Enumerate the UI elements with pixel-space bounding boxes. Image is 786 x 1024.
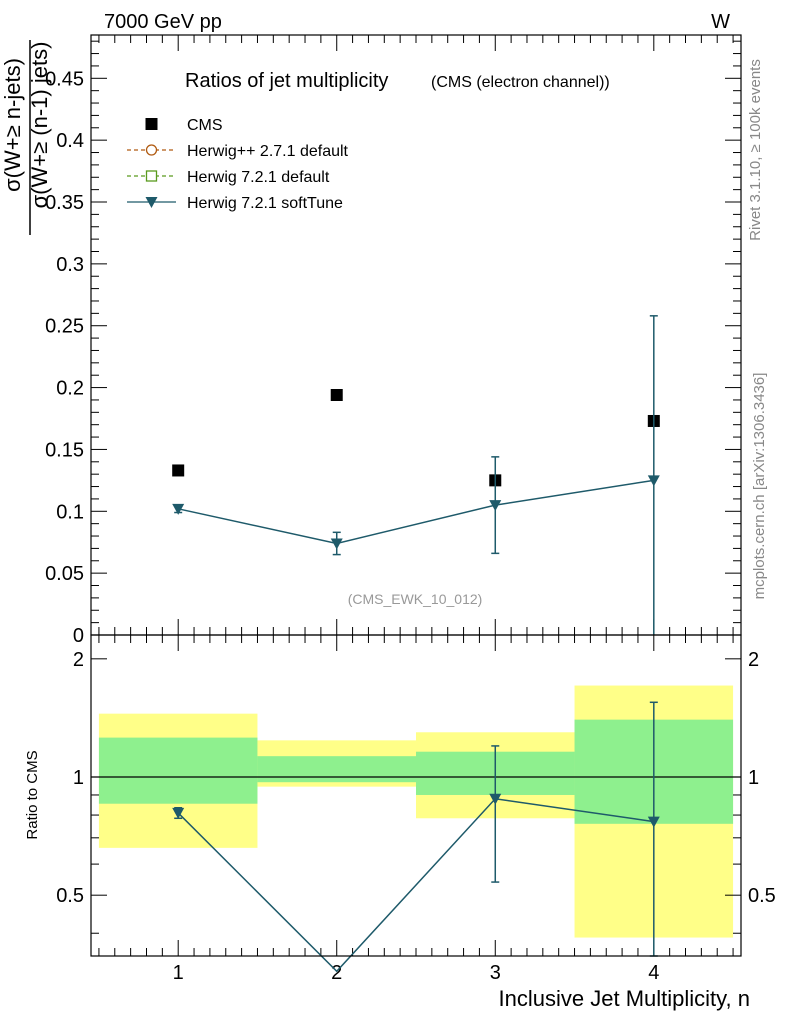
- legend: CMS Herwig++ 2.7.1 default Herwig 7.2.1 de…: [127, 117, 349, 212]
- y-axis-label-denominator: σ(W+≥ (n-1) jets): [27, 42, 52, 209]
- softtune-line: [178, 479, 654, 545]
- legend-label-3: Herwig 7.2.1 default: [187, 169, 330, 186]
- ratio-softtune-point-4: [647, 816, 660, 828]
- ratio-xtick-label-0: 1: [173, 962, 184, 984]
- main-panel: 0 0.05 0.1 0.15 0.2 0.25 0.3 0.35 0.4 0.45 CMS Herw…: [45, 34, 742, 647]
- analysis-watermark: (CMS_EWK_10_012): [348, 591, 483, 607]
- ratio-ytick-label-2: 2: [73, 649, 84, 671]
- legend-marker-3: [145, 170, 158, 182]
- cms-point-2: [330, 389, 343, 401]
- legend-label-1: CMS: [187, 117, 223, 134]
- main-ytick-label-5: 0.25: [45, 316, 84, 338]
- ratio-ytick-label-1: 1: [73, 767, 84, 789]
- header-left: 7000 GeV pp: [104, 11, 222, 33]
- ratio-band-green-2: [257, 756, 416, 783]
- ratio-ytick-label-0: 0.5: [56, 885, 84, 907]
- ratio-frame: [90, 634, 742, 957]
- legend-marker-4: [145, 197, 158, 208]
- ratio-band-green-1: [98, 737, 258, 804]
- ratio-panel: 0.5 0.5 1 1 2 2 1 2 3 4: [56, 634, 776, 984]
- main-ytick-label-1: 0.05: [45, 563, 84, 585]
- chart-subtitle: (CMS (electron channel)): [431, 74, 610, 91]
- ratio-ytick-label-right-0: 0.5: [748, 885, 776, 907]
- main-ytick-label-9: 0.45: [45, 68, 84, 90]
- legend-label-2: Herwig++ 2.7.1 default: [187, 143, 349, 160]
- main-ytick-label-0: 0: [73, 625, 84, 647]
- mcplots-label: mcplots.cern.ch [arXiv:1306.3436]: [751, 373, 768, 600]
- y-axis-label-numerator: σ(W+≥ n-jets): [0, 58, 25, 192]
- cms-point-1: [172, 464, 185, 477]
- legend-marker-1: [145, 118, 158, 130]
- ratio-xtick-label-3: 4: [648, 962, 659, 984]
- ratio-ytick-label-right-2: 2: [748, 649, 759, 671]
- ratio-xtick-label-1: 2: [331, 962, 342, 984]
- main-ytick-label-6: 0.3: [56, 254, 84, 276]
- legend-label-4: Herwig 7.2.1 softTune: [187, 195, 343, 212]
- main-ytick-label-4: 0.2: [56, 378, 84, 400]
- softtune-point-4: [647, 475, 660, 487]
- rivet-version-label: Rivet 3.1.10, ≥ 100k events: [747, 59, 764, 241]
- main-ytick-label-8: 0.4: [56, 130, 84, 152]
- x-axis-label: Inclusive Jet Multiplicity, n: [499, 986, 750, 1011]
- ratio-xtick-label-2: 3: [490, 962, 501, 984]
- softtune-point-3: [489, 500, 502, 512]
- softtune-point-1: [172, 503, 185, 515]
- chart-title: Ratios of jet multiplicity: [185, 70, 388, 92]
- ratio-softtune-point-1: [172, 807, 185, 819]
- header-right: W: [711, 11, 730, 33]
- main-ytick-label-2: 0.1: [56, 501, 84, 523]
- main-ytick-label-7: 0.35: [45, 192, 84, 214]
- legend-marker-2: [145, 144, 158, 156]
- main-ytick-label-3: 0.15: [45, 439, 84, 461]
- ratio-ytick-label-right-1: 1: [748, 767, 759, 789]
- softtune-point-2: [330, 538, 343, 550]
- ratio-softtune-point-3: [489, 793, 502, 805]
- ratio-softtune-line: [177, 798, 654, 973]
- ratio-y-axis-label: Ratio to CMS: [24, 750, 41, 839]
